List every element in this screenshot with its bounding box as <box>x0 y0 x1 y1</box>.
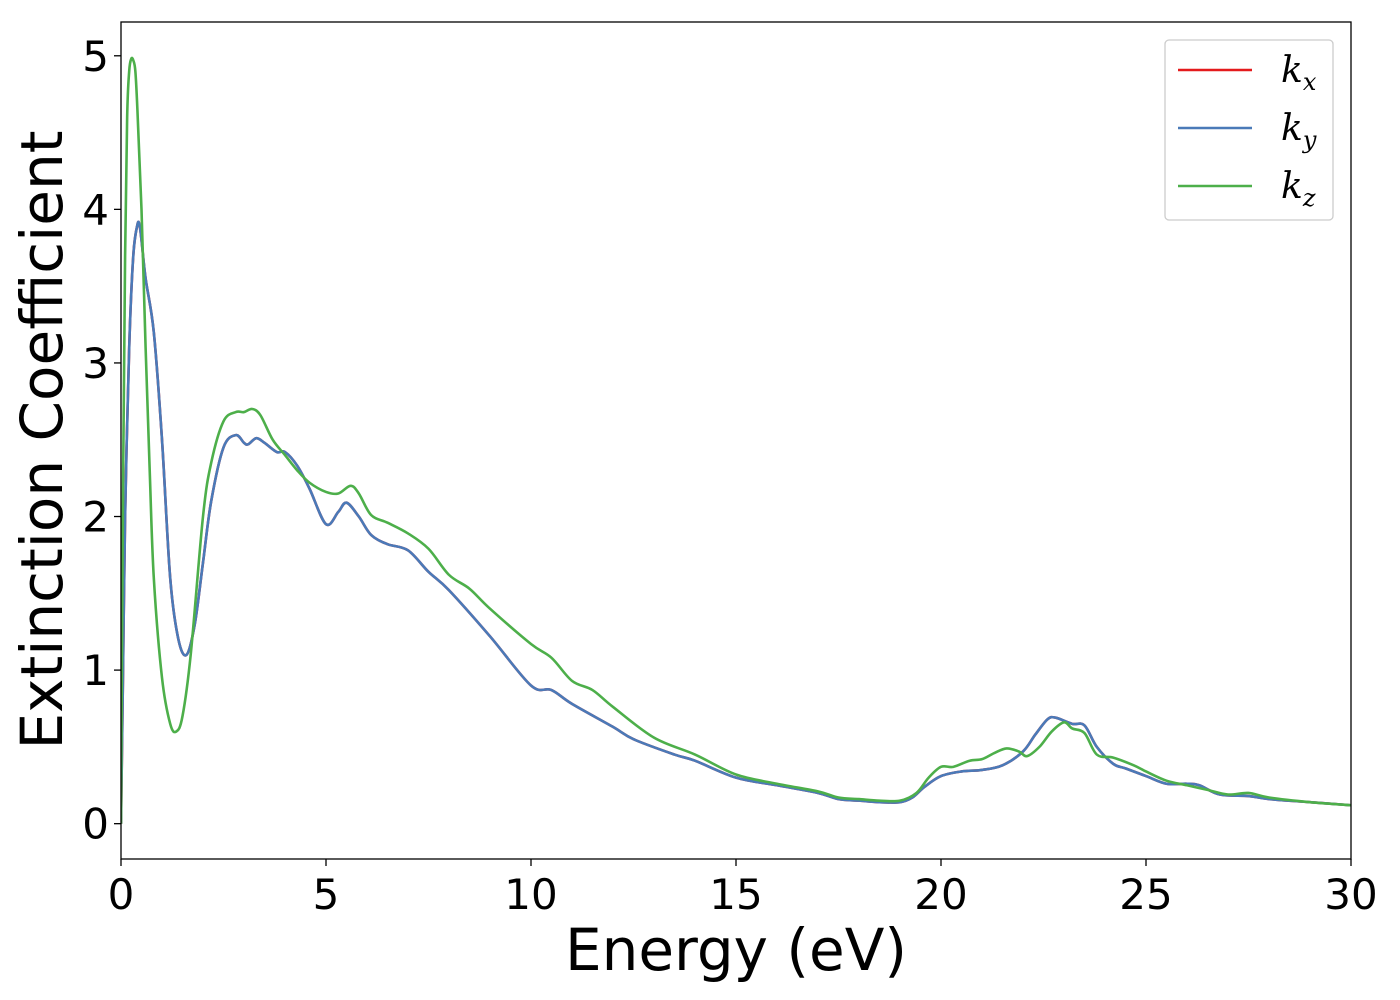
x-axis: 0 5 10 15 20 25 30 <box>108 859 1378 919</box>
x-tick-label: 20 <box>914 870 967 919</box>
x-tick-label: 5 <box>313 870 340 919</box>
y-tick-label: 5 <box>82 32 109 81</box>
legend-label-y: ky <box>1281 108 1317 154</box>
series-layer <box>121 56 1351 824</box>
x-tick-label: 15 <box>709 870 762 919</box>
series-line-z <box>121 56 1351 824</box>
x-tick-label: 30 <box>1324 870 1377 919</box>
series-line-y <box>121 220 1351 824</box>
legend: kx ky kz <box>1164 39 1334 221</box>
y-tick-label: 2 <box>82 493 109 542</box>
x-axis-title: Energy (eV) <box>565 916 907 984</box>
x-tick-label: 25 <box>1119 870 1172 919</box>
y-tick-label: 4 <box>82 185 109 234</box>
y-tick-label: 1 <box>82 646 109 695</box>
y-axis: 0 1 2 3 4 5 <box>82 32 121 849</box>
x-tick-label: 10 <box>504 870 557 919</box>
legend-entries: kx ky kz <box>1178 50 1317 212</box>
legend-box <box>1164 39 1334 221</box>
y-tick-label: 0 <box>82 800 109 849</box>
y-axis-title: Extinction Coefficient <box>8 131 76 750</box>
legend-label-x: kx <box>1281 50 1317 96</box>
x-tick-label: 0 <box>108 870 135 919</box>
y-tick-label: 3 <box>82 339 109 388</box>
legend-label-z: kz <box>1281 166 1316 212</box>
